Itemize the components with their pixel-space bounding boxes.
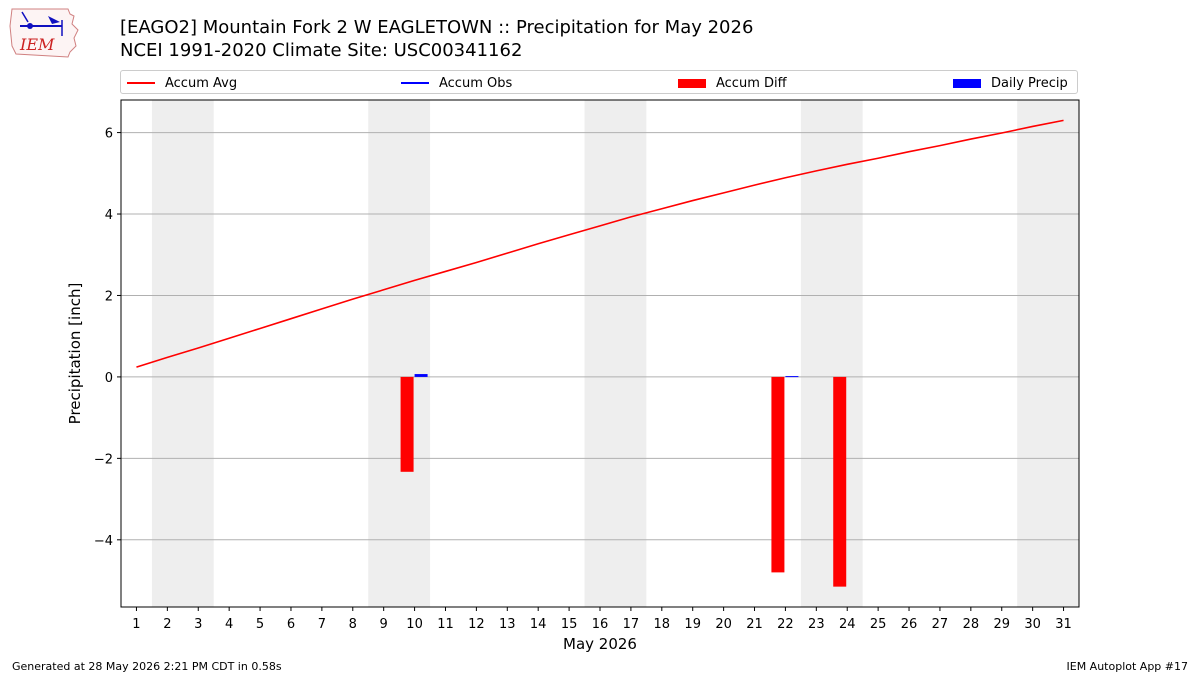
legend-label-accum-diff: Accum Diff	[716, 75, 787, 91]
xtick-label-10: 10	[406, 617, 423, 632]
legend-label-accum-avg: Accum Avg	[165, 75, 238, 91]
daily-precip-bar-day-10	[414, 374, 428, 377]
xtick-label-11: 11	[437, 617, 454, 632]
accum-avg-line	[136, 119, 1064, 368]
legend-entry-accum-diff: Accum Diff	[678, 71, 787, 95]
xtick-label-16: 16	[592, 617, 609, 632]
legend-swatch-accum-diff	[678, 78, 706, 88]
logo-lettering: IEM	[19, 35, 55, 54]
xtick-label-28: 28	[963, 617, 980, 632]
xtick-label-23: 23	[808, 617, 825, 632]
accum-diff-bar-day-24	[833, 376, 847, 587]
legend-entry-daily-precip: Daily Precip	[953, 71, 1068, 95]
legend-swatch-accum-obs	[401, 82, 429, 84]
xtick-label-13: 13	[499, 617, 516, 632]
xtick-label-24: 24	[839, 617, 856, 632]
xtick-label-20: 20	[715, 617, 732, 632]
accum-diff-bar-day-22	[771, 376, 785, 573]
chart-title: [EAGO2] Mountain Fork 2 W EAGLETOWN :: P…	[120, 17, 754, 38]
ytick-label-2: 2	[105, 289, 113, 304]
weekend-shade-23	[800, 100, 863, 607]
legend-label-accum-obs: Accum Obs	[439, 75, 513, 91]
xtick-label-14: 14	[530, 617, 547, 632]
xtick-label-1: 1	[132, 617, 140, 632]
xtick-label-15: 15	[561, 617, 578, 632]
legend-swatch-accum-avg	[127, 82, 155, 84]
xtick-label-25: 25	[870, 617, 887, 632]
xtick-label-3: 3	[194, 617, 202, 632]
xtick-label-26: 26	[901, 617, 918, 632]
xtick-label-18: 18	[654, 617, 671, 632]
xtick-label-7: 7	[318, 617, 326, 632]
ytick-label--2: −2	[94, 452, 113, 467]
weekend-shade-16	[584, 100, 647, 607]
x-axis-label: May 2026	[563, 635, 637, 653]
weekend-shade-9	[368, 100, 431, 607]
xtick-label-19: 19	[684, 617, 701, 632]
ytick-label-6: 6	[105, 127, 113, 142]
ytick-label-4: 4	[105, 208, 113, 223]
xtick-label-2: 2	[163, 617, 171, 632]
legend-entry-accum-avg: Accum Avg	[127, 71, 237, 95]
footer-generated: Generated at 28 May 2026 2:21 PM CDT in …	[12, 660, 282, 673]
weekend-shade-30	[1017, 100, 1079, 607]
xtick-label-5: 5	[256, 617, 264, 632]
legend-swatch-daily-precip	[953, 78, 981, 88]
iem-logo: IEM	[9, 8, 79, 58]
xtick-label-4: 4	[225, 617, 233, 632]
xtick-label-30: 30	[1024, 617, 1041, 632]
xtick-label-12: 12	[468, 617, 485, 632]
accum-diff-bar-day-10	[400, 376, 414, 472]
xtick-label-31: 31	[1055, 617, 1072, 632]
ytick-label--4: −4	[94, 534, 113, 549]
footer-app: IEM Autoplot App #17	[1066, 660, 1189, 673]
legend: Accum Avg Accum Obs Accum Diff Daily Pre…	[120, 70, 1078, 94]
xtick-label-9: 9	[380, 617, 388, 632]
ytick-label-0: 0	[105, 371, 113, 386]
xtick-label-22: 22	[777, 617, 794, 632]
xtick-label-21: 21	[746, 617, 763, 632]
legend-entry-accum-obs: Accum Obs	[401, 71, 512, 95]
xtick-label-17: 17	[623, 617, 640, 632]
xtick-label-29: 29	[993, 617, 1010, 632]
chart-subtitle: NCEI 1991-2020 Climate Site: USC00341162	[120, 40, 523, 61]
daily-precip-bar-day-22	[785, 376, 799, 378]
xtick-label-8: 8	[349, 617, 357, 632]
xtick-label-27: 27	[932, 617, 949, 632]
y-axis-label: Precipitation [inch]	[66, 283, 84, 425]
xtick-label-6: 6	[287, 617, 295, 632]
legend-label-daily-precip: Daily Precip	[991, 75, 1068, 91]
